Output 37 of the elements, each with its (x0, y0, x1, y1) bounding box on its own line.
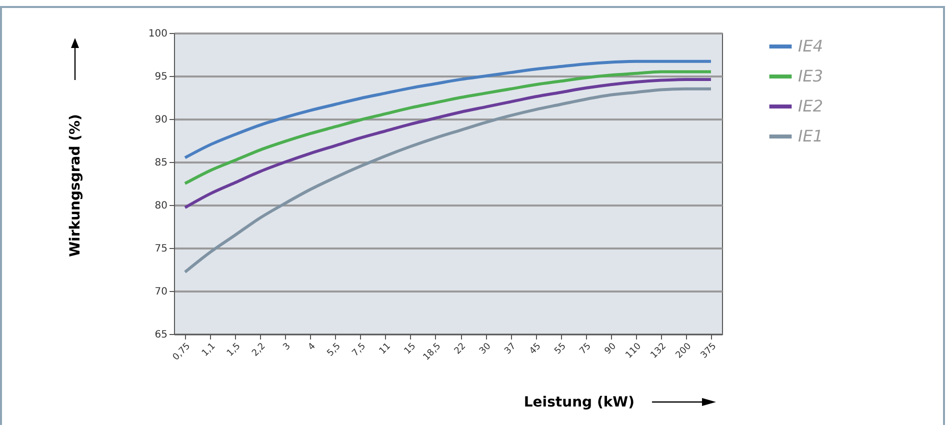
y-tick-label: 85 (154, 158, 168, 168)
line-series (184, 78, 712, 210)
y-tick-label: 75 (154, 244, 168, 254)
y-tick-label: 100 (148, 28, 168, 40)
x-tick-label: 1,1 (200, 342, 218, 359)
legend-label: IE1 (798, 126, 824, 146)
y-tick-label: 95 (154, 72, 168, 82)
y-axis-title: Wirkungsgrad (%) (68, 114, 84, 257)
legend-label: IE2 (798, 96, 824, 116)
x-tick-label: 30 (478, 341, 494, 357)
y-tick-label: 70 (154, 286, 168, 298)
line-series (184, 70, 712, 185)
x-tick-label: 90 (603, 341, 619, 357)
x-tick-label: 4 (306, 341, 318, 353)
x-axis-title: Leistung (kW) (524, 394, 634, 410)
x-tick-label: 1,5 (225, 342, 243, 359)
x-tick-label: 55 (553, 342, 568, 357)
x-tick-label: 132 (649, 342, 668, 361)
x-tick-label: 3 (282, 342, 293, 353)
line-series (184, 87, 712, 274)
y-tick-label: 65 (154, 330, 168, 340)
x-tick-label: 45 (528, 342, 544, 357)
legend-label: IE4 (798, 36, 824, 56)
x-tick-label: 15 (402, 342, 418, 357)
x-tick-label: 37 (503, 342, 518, 357)
x-tick-label: 75 (578, 342, 594, 357)
x-tick-label: 110 (624, 341, 644, 361)
x-tick-label: 2,2 (250, 342, 268, 359)
x-tick-label: 22 (452, 342, 468, 357)
x-tick-label: 5,5 (326, 342, 343, 359)
x-tick-label: 7,5 (350, 342, 368, 359)
x-tick-label: 200 (674, 341, 694, 361)
y-tick-label: 80 (154, 200, 168, 212)
legend-label: IE3 (798, 66, 824, 86)
x-tick-label: 11 (378, 342, 393, 357)
line-series (184, 60, 712, 160)
y-tick-label: 90 (154, 114, 168, 126)
